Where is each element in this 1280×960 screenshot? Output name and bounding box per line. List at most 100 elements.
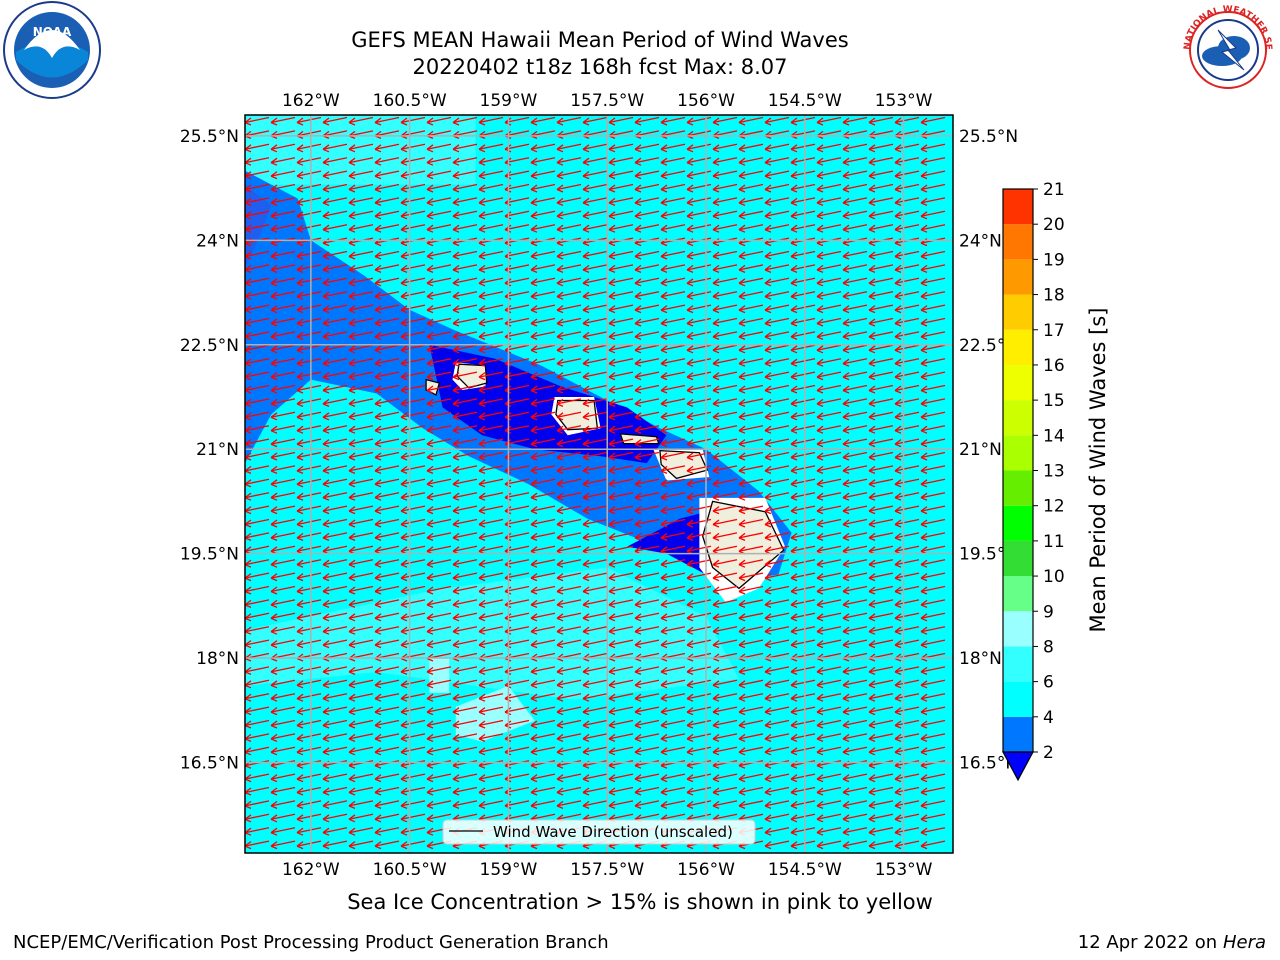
wind-wave-arrow [374,304,400,314]
footer-host: Hera [1222,932,1266,953]
wind-wave-arrow [790,224,816,233]
wind-wave-arrow [322,277,348,287]
wind-wave-arrow [920,291,946,300]
wind-wave-arrow [478,371,504,381]
wind-wave-arrow [816,505,842,515]
wind-wave-arrow [374,559,400,568]
wind-wave-arrow [452,358,478,367]
wind-wave-arrow [920,210,946,220]
wind-wave-arrow [530,197,556,206]
wind-wave-arrow [764,291,790,300]
wind-wave-arrow [426,170,452,180]
wind-wave-arrow [556,706,582,716]
wind-wave-arrow [608,786,634,796]
wind-wave-arrow [712,800,738,809]
wind-wave-arrow [790,277,816,287]
wind-wave-arrow [790,478,816,488]
wind-wave-arrow [452,505,478,515]
wind-wave-arrow [842,719,868,729]
colorbar-tick-label: 6 [1043,673,1054,693]
wind-wave-arrow [816,478,842,488]
wind-wave-arrow [374,572,400,582]
wind-wave-arrow [296,277,322,287]
wind-wave-arrow [842,411,868,421]
wind-wave-arrow [842,465,868,474]
wind-wave-arrow [894,746,920,756]
wind-wave-arrow [556,679,582,689]
wind-wave-arrow [556,384,582,394]
wind-wave-arrow [582,559,608,568]
wind-wave-arrow [738,786,764,796]
wind-wave-arrow [608,773,634,783]
wind-wave-arrow [556,733,582,742]
wind-wave-arrow [296,492,322,501]
wind-wave-arrow [686,559,712,568]
wind-wave-arrow [374,706,400,716]
wind-wave-arrow [816,733,842,742]
wind-wave-arrow [634,304,660,314]
wind-wave-arrow [894,344,920,354]
wind-wave-arrow [348,532,374,541]
wind-wave-arrow [556,438,582,448]
wind-wave-arrow [868,800,894,809]
wind-wave-arrow [790,639,816,649]
wind-wave-arrow [582,170,608,180]
wind-wave-arrow [556,116,582,126]
wind-wave-arrow [660,666,686,675]
wind-wave-arrow [245,612,270,622]
wind-wave-arrow [426,331,452,340]
wind-wave-arrow [530,170,556,180]
wind-wave-arrow [894,157,920,166]
wind-wave-arrow [270,398,296,407]
wind-wave-arrow [478,599,504,608]
wind-wave-arrow [374,492,400,501]
wind-wave-arrow [790,250,816,260]
wind-wave-arrow [894,572,920,582]
wind-wave-arrow [296,478,322,488]
wind-wave-arrow [245,773,270,783]
wind-wave-arrow [452,465,478,474]
wind-wave-arrow [790,719,816,729]
wind-wave-arrow [530,679,556,689]
wind-wave-arrow [426,277,452,287]
wind-wave-arrow [270,492,296,501]
wind-wave-arrow [322,666,348,675]
wind-wave-arrow [738,371,764,381]
wind-wave-arrow [478,438,504,448]
wind-wave-arrow [816,626,842,635]
wind-wave-arrow [608,143,634,153]
wind-wave-arrow [245,304,270,314]
wind-wave-arrow [868,304,894,314]
wind-wave-arrow [478,224,504,233]
wind-wave-arrow [530,183,556,193]
wind-wave-arrow [322,733,348,742]
wind-wave-arrow [790,358,816,367]
lat-tick-label-left: 24°N [196,231,239,251]
wind-wave-arrow [400,438,426,448]
wind-wave-arrow [634,518,660,528]
wind-wave-arrow [712,666,738,675]
wind-wave-arrow [322,170,348,180]
wind-wave-arrow [842,478,868,488]
wind-wave-arrow [452,277,478,287]
wind-wave-arrow [894,773,920,783]
wind-wave-arrow [790,157,816,166]
wind-wave-arrow [245,733,270,742]
wind-wave-arrow [400,706,426,716]
wind-wave-arrow [452,210,478,220]
wind-wave-arrow [478,344,504,354]
wind-wave-arrow [816,210,842,220]
wind-wave-arrow [712,505,738,515]
wind-wave-arrow [270,317,296,327]
lon-tick-label-bottom: 157.5°W [570,860,644,880]
wind-wave-arrow [842,612,868,622]
wind-wave-arrow [738,451,764,461]
wind-wave-arrow [322,827,348,836]
wind-wave-arrow [686,170,712,180]
wind-wave-arrow [556,425,582,434]
wind-wave-arrow [245,210,270,220]
wind-wave-arrow [894,170,920,180]
wind-wave-arrow [634,733,660,742]
wind-wave-arrow [530,666,556,675]
wind-wave-arrow [920,116,946,126]
